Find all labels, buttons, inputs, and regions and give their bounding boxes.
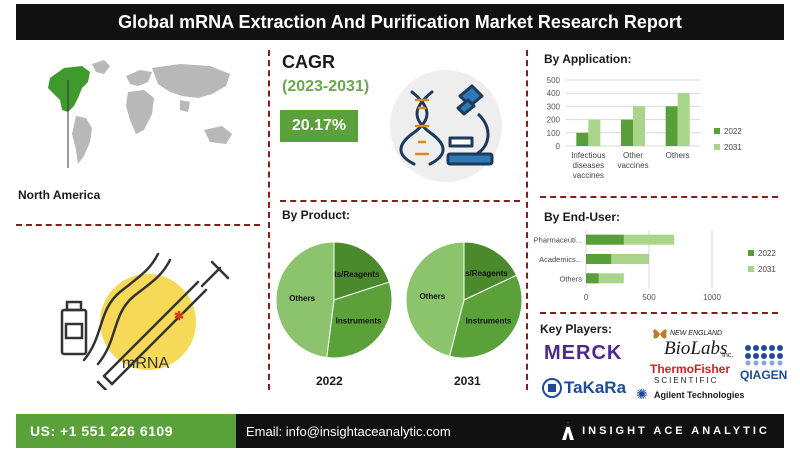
mrna-syringe-illustration: ✱ mRNA bbox=[60, 252, 230, 390]
pie-slice bbox=[333, 241, 390, 301]
agilent-spark-icon: ✺ bbox=[636, 386, 648, 402]
mrna-text: mRNA bbox=[122, 355, 169, 372]
y-tick-label: 500 bbox=[547, 76, 561, 85]
cagr-value-badge: 20.17% bbox=[280, 110, 358, 142]
bar bbox=[586, 234, 624, 245]
legend-swatch bbox=[714, 144, 720, 150]
pie-year-2022: 2022 bbox=[316, 374, 343, 388]
bar bbox=[665, 106, 678, 146]
x-tick-label: 500 bbox=[642, 293, 656, 302]
divider-right-bottom bbox=[540, 312, 778, 314]
legend-swatch bbox=[748, 266, 754, 272]
pie-slice-label: Instruments bbox=[466, 316, 512, 325]
divider-right-top bbox=[540, 196, 778, 198]
bar bbox=[586, 273, 624, 284]
legend-swatch bbox=[714, 128, 720, 134]
neb-biolabs-logo: BioLabs bbox=[664, 338, 728, 359]
pie-slice-label: Kits/Reagents bbox=[326, 270, 380, 279]
bar bbox=[586, 234, 675, 245]
cagr-period: (2023-2031) bbox=[282, 78, 370, 95]
merck-logo: MERCK bbox=[544, 342, 623, 364]
y-tick-label: 400 bbox=[547, 89, 561, 98]
x-tick-label: 0 bbox=[584, 293, 589, 302]
divider-middle-section bbox=[280, 200, 520, 202]
legend-swatch bbox=[748, 250, 754, 256]
y-tick-label: 300 bbox=[547, 102, 561, 111]
bar bbox=[677, 93, 690, 146]
butterfly-icon bbox=[653, 329, 667, 339]
bar bbox=[633, 106, 645, 146]
pie-slice bbox=[405, 241, 465, 357]
region-label: North America bbox=[18, 188, 101, 202]
category-label: diseases bbox=[573, 161, 605, 170]
bar bbox=[576, 132, 589, 146]
category-label: vaccines bbox=[573, 171, 604, 180]
y-tick-label: 200 bbox=[547, 116, 561, 125]
world-map-image bbox=[48, 60, 232, 168]
pie-slice bbox=[326, 281, 393, 359]
footer-phone: US: +1 551 226 6109 bbox=[16, 414, 236, 448]
legend-label: 2022 bbox=[724, 127, 742, 136]
brand-icon bbox=[562, 422, 575, 440]
svg-text:✱: ✱ bbox=[174, 309, 184, 323]
pie-slice bbox=[448, 274, 523, 359]
category-label: Others bbox=[559, 274, 582, 283]
qiagen-logo: QIAGEN bbox=[740, 368, 788, 382]
takara-logo: TaKaRa bbox=[564, 378, 627, 397]
neb-inc-text: Inc. bbox=[722, 352, 734, 359]
pie-slice bbox=[463, 241, 518, 301]
category-label: Infectious bbox=[571, 151, 605, 160]
y-tick-label: 100 bbox=[547, 129, 561, 138]
category-label: Other bbox=[623, 151, 643, 160]
footer-email: Email: info@insightaceanalytic.com bbox=[236, 414, 548, 448]
category-label: Pharmaceuti... bbox=[534, 236, 582, 245]
pie-slice-label: Instruments bbox=[336, 316, 382, 325]
qiagen-dots-icon bbox=[745, 345, 783, 366]
bar bbox=[621, 119, 633, 146]
divider-left bbox=[268, 50, 270, 390]
agilent-logo: Agilent Technologies bbox=[654, 390, 745, 400]
pie-slice-label: Others bbox=[289, 294, 315, 303]
by-product-title: By Product: bbox=[282, 208, 351, 222]
bar bbox=[586, 254, 612, 264]
pie-slice-label: Kits/Reagents bbox=[454, 269, 508, 278]
divider-right bbox=[526, 50, 528, 390]
takara-emblem-icon bbox=[542, 378, 562, 398]
category-label: Others bbox=[666, 151, 690, 160]
pie-year-2031: 2031 bbox=[454, 374, 481, 388]
by-application-title: By Application: bbox=[544, 52, 632, 66]
key-players-title: Key Players: bbox=[540, 322, 613, 336]
end-user-bar-chart: 0 500 1000 Pharmaceuti... Academics... Others… bbox=[534, 230, 776, 302]
thermofisher-logo: ThermoFisher bbox=[650, 362, 731, 376]
x-tick-label: 1000 bbox=[703, 293, 721, 302]
category-label: vaccines bbox=[617, 161, 648, 170]
divider-left-section bbox=[16, 224, 260, 226]
neb-top-text: NEW ENGLAND bbox=[670, 330, 723, 337]
pie-slice bbox=[275, 241, 335, 359]
pie-chart-2031: Kits/Reagents Instruments Others bbox=[405, 241, 523, 359]
category-label: Academics... bbox=[539, 255, 582, 264]
footer-brand-text: INSIGHT ACE ANALYTIC bbox=[582, 425, 770, 437]
y-tick-label: 0 bbox=[556, 142, 561, 151]
legend-label: 2022 bbox=[758, 249, 776, 258]
bar bbox=[586, 273, 599, 284]
dna-microscope-icon bbox=[399, 84, 494, 166]
legend-label: 2031 bbox=[724, 143, 742, 152]
legend-label: 2031 bbox=[758, 265, 776, 274]
bar bbox=[586, 254, 649, 264]
pie-slice-label: Others bbox=[419, 292, 445, 301]
application-bar-chart: 0100200300400500Infectiousdiseasesvaccin… bbox=[547, 76, 743, 180]
by-end-user-title: By End-User: bbox=[544, 210, 621, 224]
pie-chart-2022: Kits/Reagents Instruments Others bbox=[275, 241, 393, 359]
cagr-title: CAGR bbox=[282, 52, 335, 72]
bar bbox=[588, 119, 601, 146]
thermofisher-subtext: SCIENTIFIC bbox=[654, 376, 719, 385]
report-title: Global mRNA Extraction And Purification … bbox=[16, 4, 784, 40]
footer-brand: INSIGHT ACE ANALYTIC bbox=[548, 414, 784, 448]
